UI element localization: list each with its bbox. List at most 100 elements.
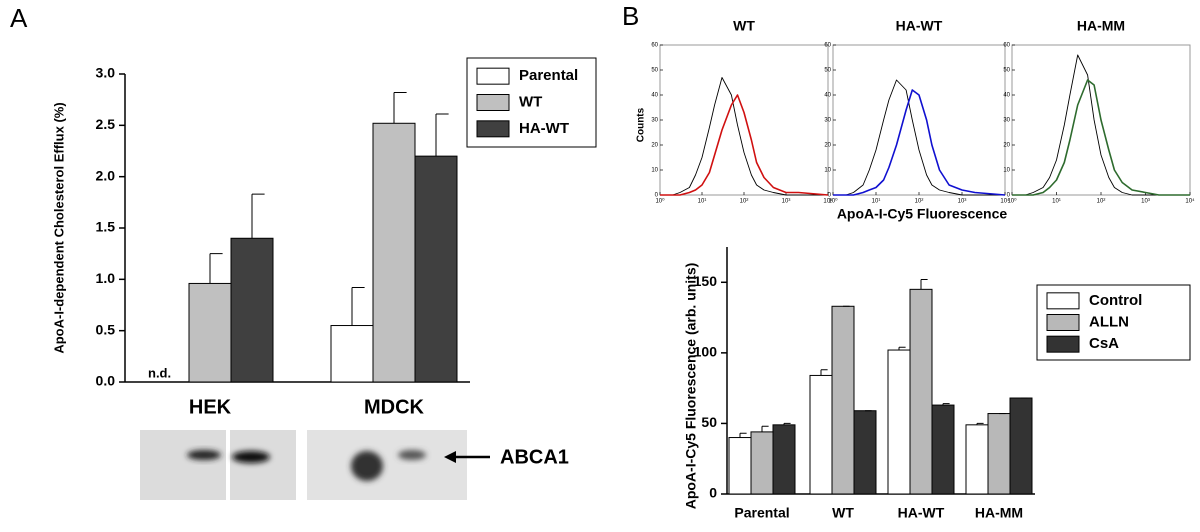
error-bar [761,425,769,432]
histogram-line [660,94,829,196]
panel-title: HA-MM [1077,18,1125,34]
annotation: n.d. [148,365,171,380]
legend-label: Parental [519,67,578,84]
error-bar [435,113,449,157]
error-bar [976,422,984,425]
legend-swatch [476,94,510,111]
panel-label: B [622,1,639,31]
bar [831,305,855,495]
panel-label: A [10,3,28,33]
x-tick-label: 10³ [958,199,967,205]
y-tick-label: 40 [1003,93,1010,99]
panel-title: WT [733,18,755,34]
y-tick-label: 30 [651,118,658,124]
error-bar [251,193,265,239]
histogram-line [1012,54,1190,196]
y-tick-label: 20 [824,143,831,149]
error-bar [783,422,791,425]
plot-frame [659,44,829,196]
y-tick-label: 150 [694,273,718,289]
y-tick-label: 2.0 [96,167,116,183]
plot-frame [832,44,1006,196]
y-tick-label: 100 [694,344,718,360]
bar [230,237,274,383]
x-tick-label: Parental [734,505,789,521]
y-tick-label: 1.0 [96,270,116,286]
y-axis-title: ApoA-I-dependent Cholesterol Efflux (%) [51,102,66,353]
y-tick-label: 2.5 [96,116,116,132]
y-tick-label: 20 [1003,143,1010,149]
bar [188,282,232,383]
legend-label: CsA [1089,335,1119,352]
y-tick-label: 60 [824,43,831,49]
error-bar [739,432,747,438]
x-tick-label: HA-MM [975,505,1023,521]
bar [931,404,955,495]
x-axis-title: ApoA-I-Cy5 Fluorescence [837,206,1008,222]
x-tick-label: WT [832,505,854,521]
histogram-line [1012,79,1190,196]
bar [330,325,374,383]
legend-swatch [1046,335,1080,353]
bar [909,288,933,495]
bar [853,410,877,495]
bar [809,374,833,495]
legend-swatch [1046,292,1080,310]
y-tick-label: 0 [828,193,832,199]
error-bar [920,278,928,290]
panel-title: HA-WT [896,18,943,34]
x-tick-label: MDCK [364,396,425,418]
y-tick-label: 30 [824,118,831,124]
legend-label: Control [1089,292,1142,309]
x-tick-label: 10⁰ [1007,198,1017,205]
legend-label: WT [519,93,542,110]
y-tick-label: 0 [709,485,717,501]
x-tick-label: 10⁰ [828,198,838,205]
y-tick-label: 40 [651,93,658,99]
y-tick-label: 0.0 [96,373,116,389]
bar [965,424,989,495]
x-tick-label: 10² [915,199,924,205]
y-tick-label: 50 [1003,68,1010,74]
y-axis-title: Counts [636,107,647,142]
y-tick-label: 50 [651,68,658,74]
x-tick-label: 10¹ [1052,199,1061,205]
x-tick-label: 10⁴ [1000,198,1010,205]
y-tick-label: 50 [824,68,831,74]
y-tick-label: 0.5 [96,321,116,337]
legend-swatch [1046,314,1080,331]
error-bar [820,369,828,376]
x-tick-label: HA-WT [898,505,945,521]
bar [414,155,458,383]
x-tick-label: 10⁴ [823,198,833,205]
x-tick-label: HEK [189,396,232,418]
y-tick-label: 3.0 [96,65,116,81]
y-tick-label: 20 [651,143,658,149]
y-tick-label: 60 [1003,43,1010,49]
y-tick-label: 0 [1007,193,1011,199]
legend-label: HA-WT [519,120,569,137]
bar [987,413,1011,495]
blot-label: ABCA1 [500,446,569,468]
y-tick-label: 10 [824,168,831,174]
error-bar [393,91,407,124]
x-tick-label: 10⁰ [655,198,665,205]
y-tick-label: 30 [1003,118,1010,124]
bar [728,437,752,495]
error-bar [942,403,950,406]
x-tick-label: 10¹ [872,199,881,205]
bar [750,431,774,495]
bar [772,424,796,495]
y-tick-label: 10 [651,168,658,174]
bar [372,122,416,383]
histogram-line [833,89,1006,196]
legend-swatch [476,120,510,138]
x-tick-label: 10² [1097,199,1106,205]
y-tick-label: 10 [1003,168,1010,174]
western-blot [140,430,490,500]
error-bar [209,253,223,284]
y-tick-label: 60 [651,43,658,49]
x-tick-label: 10³ [782,199,791,205]
error-bar [351,287,365,326]
